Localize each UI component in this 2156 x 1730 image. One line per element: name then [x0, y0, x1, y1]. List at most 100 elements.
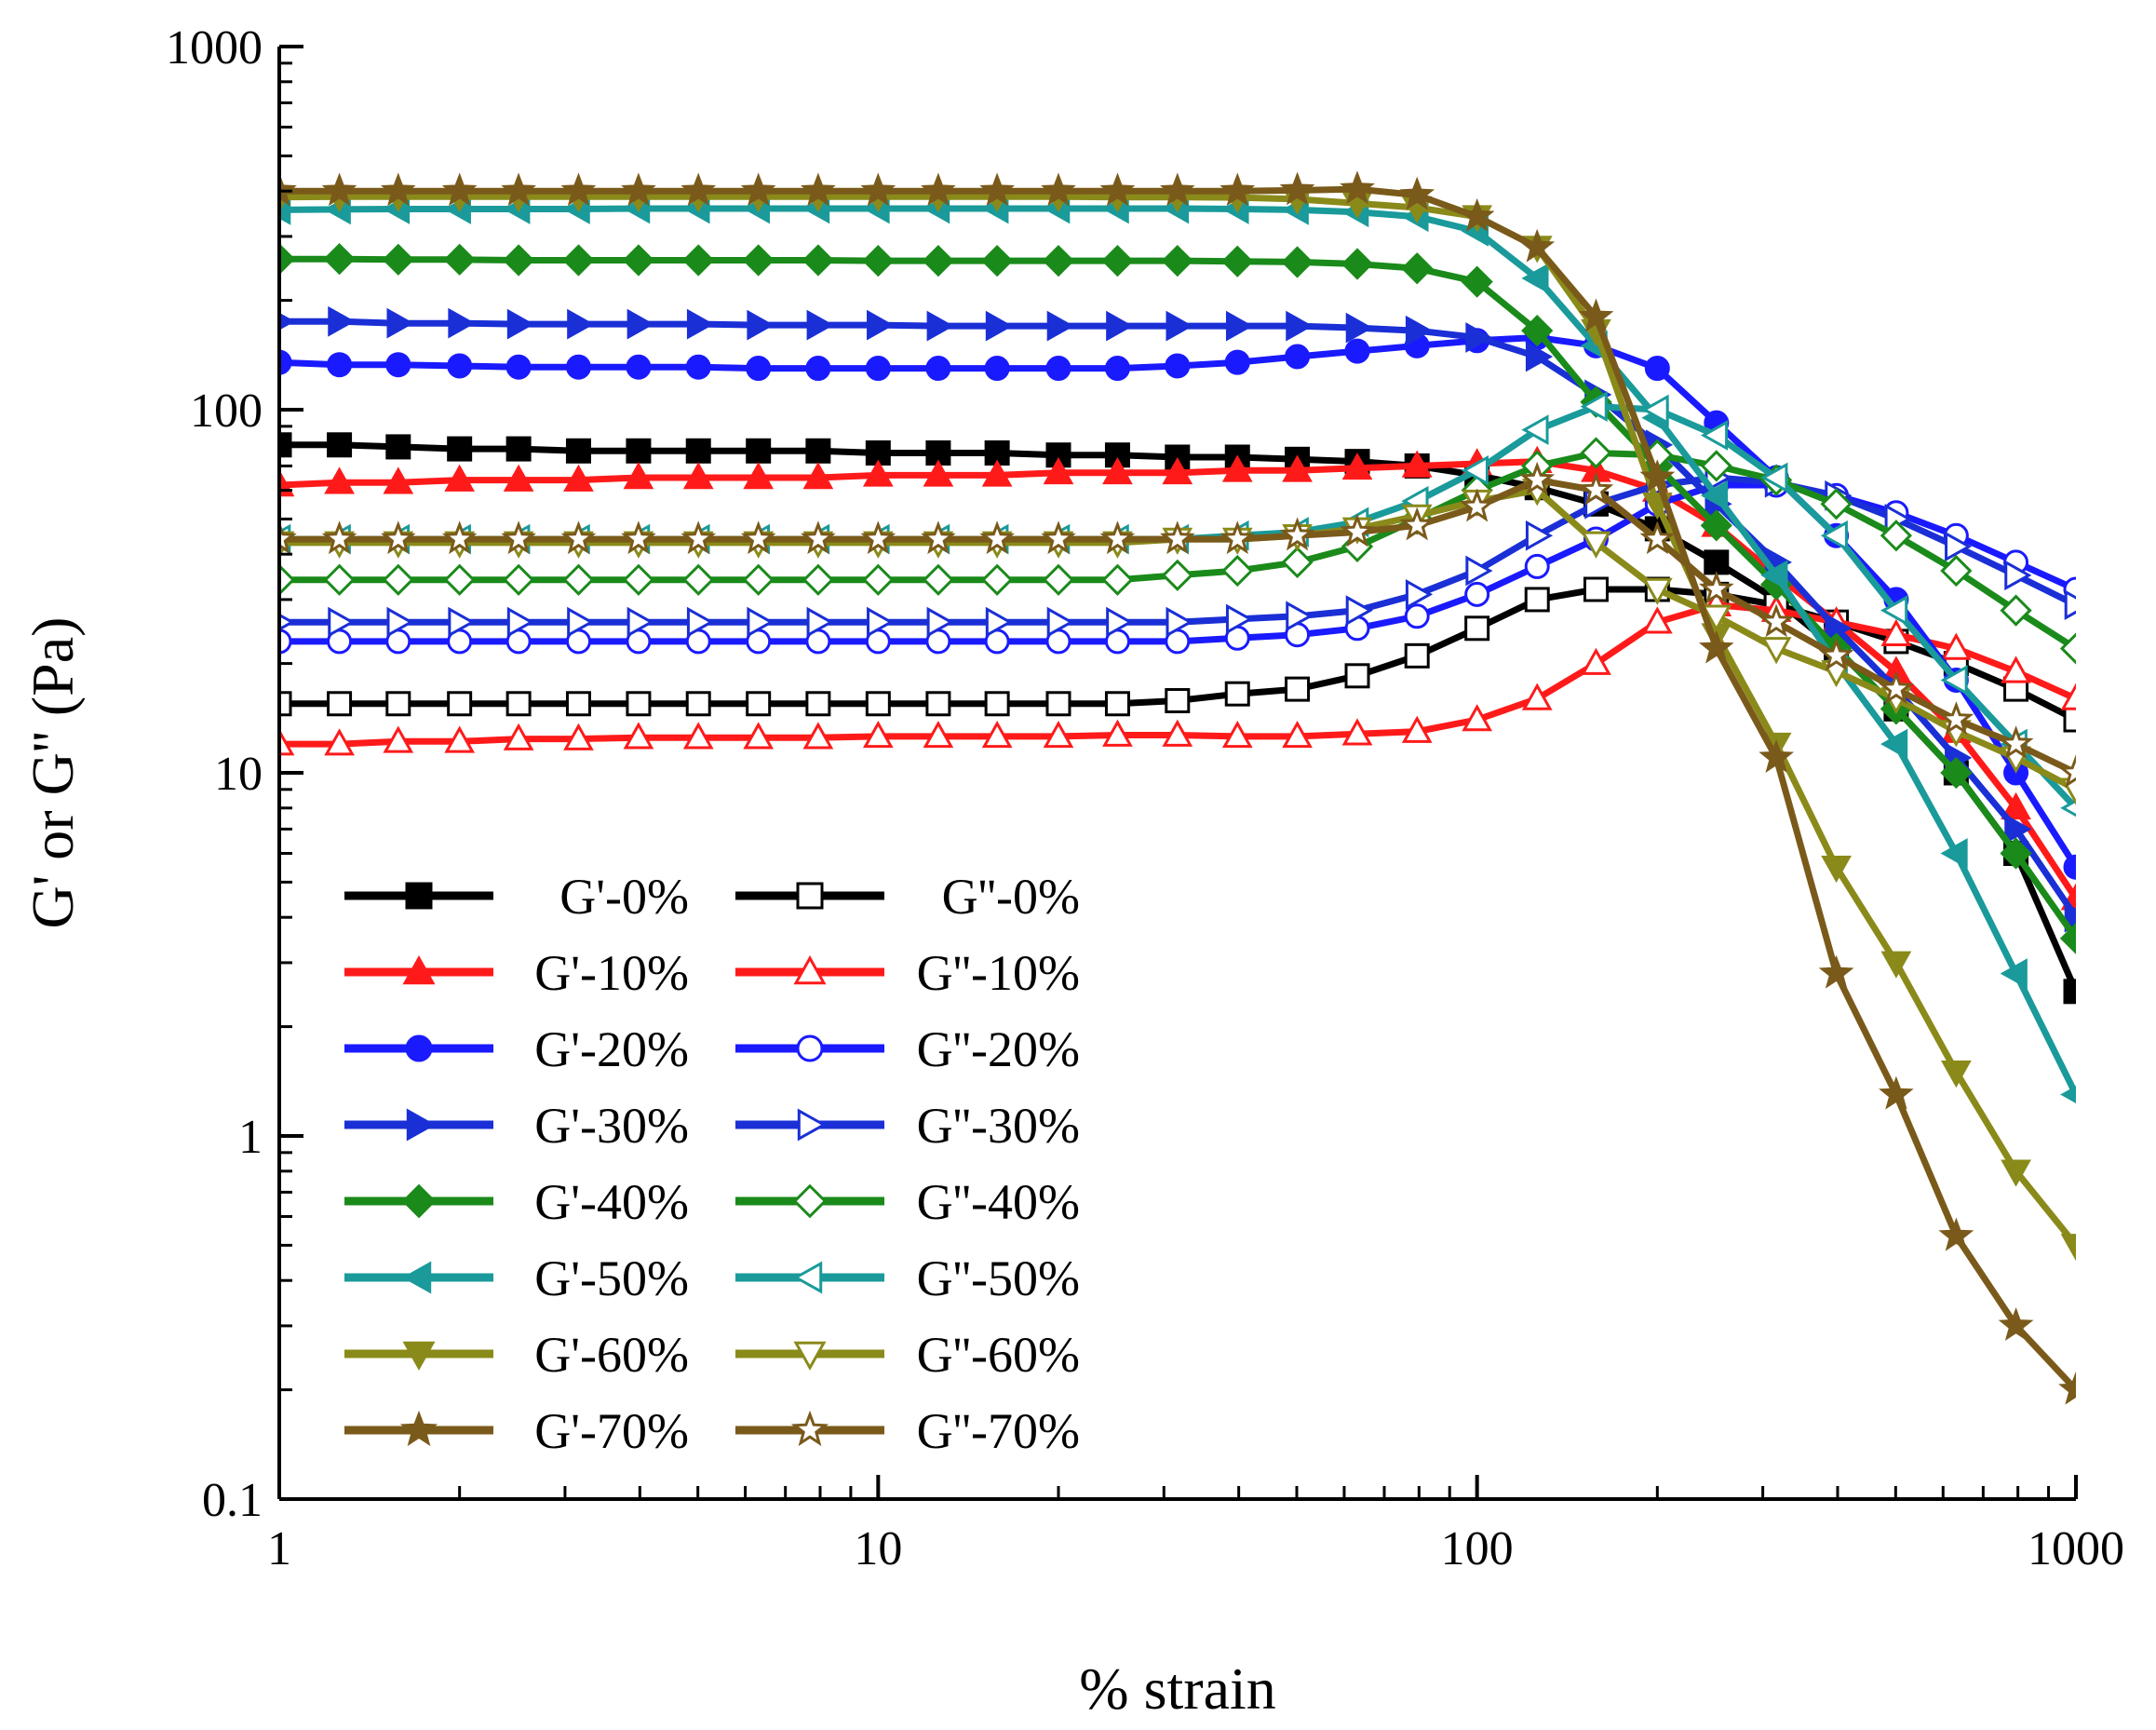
data-point: [1998, 1307, 2034, 1341]
data-point: [327, 691, 353, 717]
data-point: [385, 691, 411, 717]
data-point: [685, 354, 711, 380]
data-point: [402, 1341, 436, 1372]
data-point: [680, 520, 717, 555]
data-point: [1940, 1061, 1972, 1088]
data-point: [328, 305, 356, 337]
data-point: [984, 691, 1010, 717]
data-point: [793, 954, 827, 985]
data-point: [1345, 312, 1373, 344]
data-point: [623, 722, 654, 750]
data-point: [796, 882, 824, 910]
data-point: [621, 172, 656, 207]
data-point: [406, 1108, 437, 1142]
legend-entry: G''-50%: [735, 1250, 1080, 1306]
data-point: [1159, 172, 1195, 207]
data-point: [1700, 420, 1729, 451]
data-point: [2001, 656, 2031, 683]
data-point: [2001, 1159, 2031, 1187]
data-point: [399, 1410, 438, 1447]
data-point: [1525, 341, 1554, 372]
data-point: [1101, 245, 1134, 277]
data-point: [327, 352, 353, 378]
data-point: [1880, 595, 1908, 626]
data-point: [925, 356, 951, 382]
data-point: [1578, 471, 1614, 506]
data-point: [1281, 546, 1314, 579]
data-point: [382, 243, 414, 276]
data-point: [401, 1183, 437, 1219]
data-point: [560, 520, 597, 555]
data-point: [800, 172, 836, 207]
data-point: [1043, 456, 1074, 485]
data-point: [1461, 454, 1489, 486]
data-point: [862, 245, 895, 277]
data-point: [279, 563, 296, 596]
legend-label: G''-70%: [917, 1403, 1080, 1459]
data-point: [2060, 777, 2076, 805]
data-point: [860, 520, 896, 555]
data-point: [1099, 172, 1136, 207]
data-point: [805, 691, 831, 717]
data-point: [627, 308, 654, 340]
data-point: [1465, 555, 1493, 587]
data-point: [385, 434, 411, 460]
data-point: [1099, 520, 1136, 555]
data-point: [1760, 637, 1792, 665]
data-point: [1102, 719, 1133, 747]
data-point: [621, 520, 656, 555]
data-point: [800, 520, 836, 555]
data-point: [328, 606, 356, 638]
data-point: [505, 354, 532, 380]
data-point: [323, 563, 356, 596]
data-point: [1165, 353, 1191, 379]
data-point: [1818, 954, 1854, 989]
data-point: [1341, 452, 1373, 480]
legend-label: G'-20%: [534, 1021, 689, 1077]
data-point: [1219, 172, 1256, 207]
data-point: [503, 723, 534, 750]
data-point: [380, 172, 416, 207]
data-point: [1042, 245, 1075, 277]
series-layer: [279, 170, 2076, 1405]
data-point: [1998, 725, 2034, 760]
data-point: [1221, 454, 1253, 482]
data-point: [740, 520, 776, 555]
data-point: [386, 307, 414, 339]
x-tick-label: 10: [854, 1522, 902, 1575]
data-point: [1042, 563, 1075, 596]
data-point: [1285, 344, 1311, 370]
data-point: [860, 172, 896, 207]
data-point: [1224, 681, 1250, 707]
data-point: [2064, 589, 2076, 621]
data-point: [380, 520, 416, 555]
data-point: [1818, 637, 1854, 671]
data-point: [1344, 338, 1370, 364]
data-point: [1758, 603, 1795, 638]
data-point: [321, 172, 357, 207]
legend-label: G'-60%: [534, 1327, 689, 1383]
y-tick-label: 1000: [166, 21, 263, 74]
data-point: [805, 438, 831, 464]
data-point: [1340, 513, 1375, 547]
data-point: [1340, 170, 1375, 205]
data-point: [1282, 720, 1313, 749]
data-point: [979, 172, 1016, 207]
legend-entry: G''-0%: [735, 869, 1080, 925]
data-point: [862, 720, 894, 749]
data-point: [506, 308, 534, 340]
data-point: [279, 728, 295, 756]
data-point: [1405, 579, 1434, 610]
data-point: [806, 309, 834, 341]
data-point: [383, 725, 414, 753]
data-point: [867, 309, 895, 341]
legend-entry: G'-70%: [344, 1403, 689, 1459]
data-point: [2060, 1086, 2076, 1104]
data-point: [1700, 480, 1729, 511]
data-point: [682, 462, 714, 490]
data-point: [1945, 531, 1973, 562]
data-point: [1700, 509, 1732, 542]
data-point: [682, 244, 715, 277]
data-point: [622, 244, 655, 277]
